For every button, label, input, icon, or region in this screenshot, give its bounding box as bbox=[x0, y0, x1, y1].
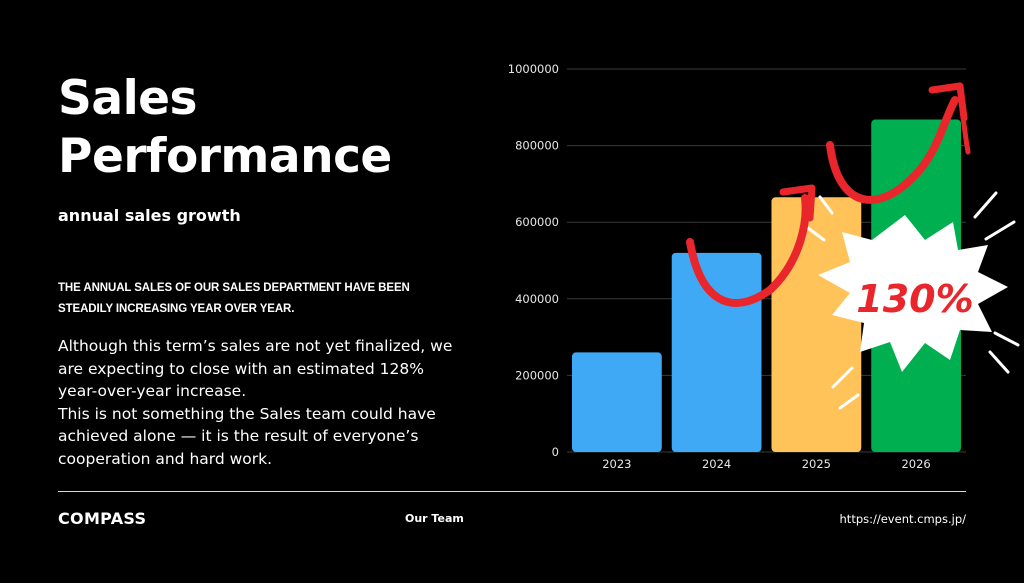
y-tick-label: 1000000 bbox=[508, 62, 559, 76]
slide-headline: THE ANNUAL SALES OF OUR SALES DEPARTMENT… bbox=[58, 282, 410, 315]
x-tick-label: 2025 bbox=[802, 457, 831, 471]
slide-title-line-2: Performance bbox=[58, 129, 392, 184]
y-tick-label: 800000 bbox=[515, 139, 559, 153]
slide-body-text: Although this term’s sales are not yet f… bbox=[58, 337, 453, 468]
footer-divider bbox=[58, 491, 966, 492]
slide-title: Sales Performance bbox=[58, 70, 392, 186]
growth-badge: 130% bbox=[806, 191, 1020, 410]
x-tick-label: 2026 bbox=[901, 457, 930, 471]
growth-arrow-upper-icon bbox=[826, 82, 971, 204]
x-tick-label: 2024 bbox=[702, 457, 731, 471]
slide-subtitle: annual sales growth bbox=[58, 206, 241, 225]
chart-y-axis: 0 200000 400000 600000 800000 1000000 bbox=[508, 62, 559, 459]
footer-brand: COMPASS bbox=[58, 509, 147, 528]
growth-badge-text: 130% bbox=[856, 277, 973, 321]
slide-title-line-1: Sales bbox=[58, 71, 198, 126]
footer-team-label: Our Team bbox=[405, 512, 464, 525]
y-tick-label: 200000 bbox=[515, 368, 559, 382]
y-tick-label: 600000 bbox=[515, 215, 559, 229]
bar-2023 bbox=[571, 352, 662, 452]
growth-arrow-icon bbox=[686, 184, 816, 307]
footer-url: https://event.cmps.jp/ bbox=[839, 512, 966, 526]
x-tick-label: 2023 bbox=[602, 457, 631, 471]
burst-shape-icon bbox=[818, 215, 1008, 372]
bar-2024 bbox=[671, 252, 762, 452]
chart-x-axis: 2023 2024 2025 2026 bbox=[602, 457, 931, 471]
sparkle-lines-icon bbox=[806, 191, 1020, 410]
y-tick-label: 400000 bbox=[515, 292, 559, 306]
y-tick-label: 0 bbox=[552, 445, 559, 459]
